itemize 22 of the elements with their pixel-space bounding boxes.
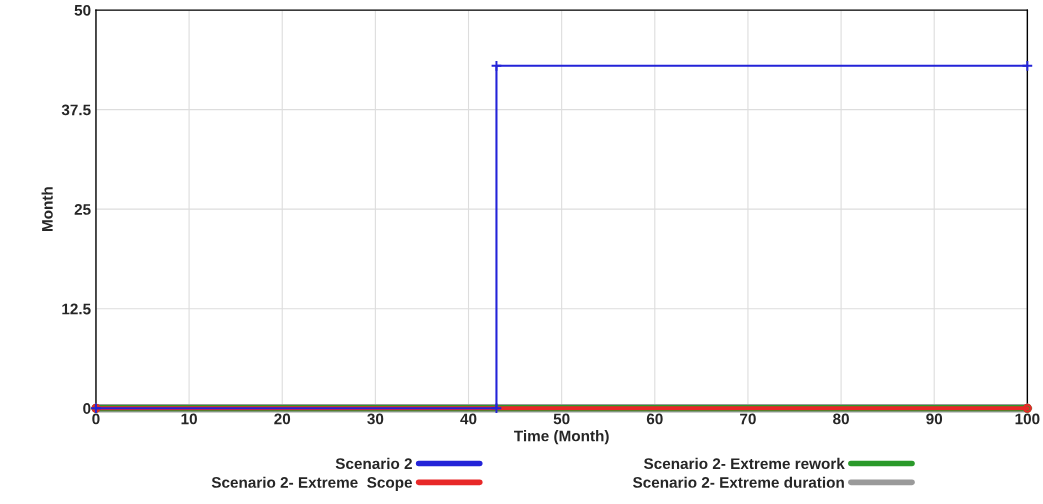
x-tick-label: 0 (92, 413, 100, 425)
y-tick-label: 0 (83, 403, 91, 414)
y-tick-label: 37.5 (61, 104, 91, 116)
x-tick-label: 60 (646, 413, 663, 425)
legend-label: Scenario 2- Extreme duration (632, 476, 844, 488)
x-tick-label: 70 (740, 413, 756, 425)
x-tick-label: 10 (181, 413, 197, 425)
x-tick-label: 50 (553, 413, 570, 425)
x-tick-label: 30 (367, 413, 384, 425)
legend-label: Scenario 2 (335, 457, 412, 470)
y-tick-label: 12.5 (62, 303, 91, 315)
x-tick-label: 100 (1015, 413, 1040, 425)
y-tick-label: 50 (74, 4, 91, 16)
x-tick-label: 20 (274, 413, 291, 425)
y-axis-title: Month (41, 187, 53, 232)
x-tick-label: 90 (926, 413, 943, 425)
x-tick-label: 40 (460, 413, 477, 425)
x-tick-label: 80 (833, 413, 849, 425)
y-tick-label: 25 (74, 204, 91, 215)
x-axis-title: Time (Month) (514, 430, 609, 445)
legend-label: Scenario 2- Extreme Scope (211, 476, 413, 491)
legend-label: Scenario 2- Extreme rework (643, 457, 845, 470)
